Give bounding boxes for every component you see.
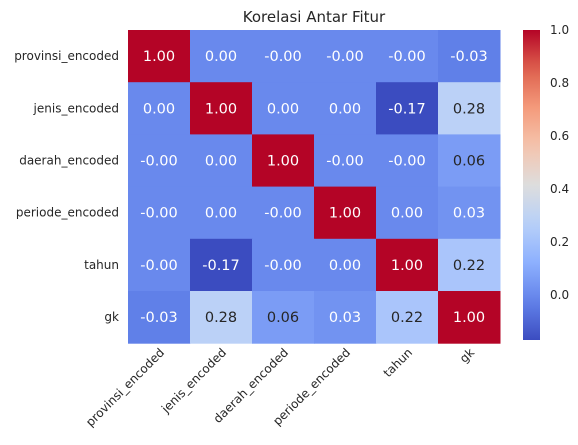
cell-value-label: -0.03 bbox=[450, 49, 488, 65]
heatmap-cell bbox=[252, 82, 315, 135]
heatmap-cell bbox=[314, 291, 377, 344]
column-tick-label: provinsi_encoded bbox=[83, 345, 167, 429]
heatmap-cell bbox=[438, 30, 501, 83]
cell-value-label: 0.00 bbox=[329, 101, 361, 117]
cell-value-label: 1.00 bbox=[143, 49, 175, 65]
heatmap-cell bbox=[190, 30, 253, 83]
heatmap-cell bbox=[190, 291, 253, 344]
colorbar bbox=[523, 30, 540, 340]
heatmap-cell bbox=[438, 186, 501, 240]
cell-value-label: -0.17 bbox=[202, 258, 240, 274]
cell-value-label: 0.00 bbox=[205, 206, 237, 222]
colorbar-tick-label: 0.6 bbox=[550, 129, 569, 143]
heatmap-cell bbox=[128, 30, 191, 83]
heatmap-cell bbox=[376, 291, 439, 344]
heatmap-cell bbox=[376, 134, 439, 188]
cell-value-label: 0.03 bbox=[453, 206, 485, 222]
cell-value-label: 0.22 bbox=[453, 258, 485, 274]
row-tick-label: tahun bbox=[84, 258, 119, 272]
row-tick-label: daerah_encoded bbox=[19, 154, 119, 168]
heatmap-cell bbox=[376, 186, 439, 240]
heatmap-cell bbox=[252, 30, 315, 83]
cell-value-label: 1.00 bbox=[391, 258, 423, 274]
heatmap-cell bbox=[438, 238, 501, 292]
heatmap-cell bbox=[190, 238, 253, 292]
cell-value-label: -0.00 bbox=[326, 49, 364, 65]
row-tick-label: periode_encoded bbox=[16, 206, 119, 220]
heatmap-cell bbox=[376, 82, 439, 135]
heatmap-cell bbox=[376, 30, 439, 83]
heatmap-cell bbox=[190, 134, 253, 188]
heatmap-cell bbox=[128, 82, 191, 135]
heatmap-cell bbox=[314, 30, 377, 83]
heatmap-cell bbox=[252, 186, 315, 240]
colorbar-tick-label: 0.0 bbox=[550, 288, 569, 302]
cell-value-label: 1.00 bbox=[205, 101, 237, 117]
heatmap-cell bbox=[314, 238, 377, 292]
cell-value-label: -0.03 bbox=[140, 310, 178, 326]
heatmap-cell bbox=[252, 238, 315, 292]
cell-value-label: 0.03 bbox=[329, 310, 361, 326]
heatmap-cell bbox=[128, 238, 191, 292]
cell-value-label: 0.28 bbox=[453, 101, 485, 117]
heatmap-cell bbox=[376, 238, 439, 292]
cell-value-label: -0.00 bbox=[326, 154, 364, 170]
cell-value-label: -0.00 bbox=[140, 206, 178, 222]
cell-value-label: 0.00 bbox=[329, 258, 361, 274]
cell-value-label: -0.00 bbox=[264, 49, 302, 65]
column-tick-label: gk bbox=[457, 345, 477, 365]
heatmap-cell bbox=[314, 186, 377, 240]
cell-value-label: 0.28 bbox=[205, 310, 237, 326]
cell-value-label: 0.00 bbox=[205, 154, 237, 170]
chart-title: Korelasi Antar Fitur bbox=[243, 8, 386, 26]
heatmap-cell bbox=[252, 134, 315, 188]
colorbar-tick-label: 1.0 bbox=[550, 23, 569, 37]
cell-value-label: 1.00 bbox=[329, 206, 361, 222]
cell-value-label: -0.00 bbox=[264, 258, 302, 274]
cell-value-label: -0.00 bbox=[264, 206, 302, 222]
heatmap-cell bbox=[438, 82, 501, 135]
row-labels: provinsi_encoded jenis_encoded daerah_enco… bbox=[14, 49, 119, 324]
cell-value-label: -0.00 bbox=[388, 49, 426, 65]
heatmap-cell bbox=[314, 134, 377, 188]
row-tick-label: gk bbox=[104, 310, 119, 324]
heatmap-cell bbox=[128, 134, 191, 188]
cell-value-label: 0.22 bbox=[391, 310, 423, 326]
colorbar-tick-label: 0.8 bbox=[550, 76, 569, 90]
cell-value-label: 0.00 bbox=[267, 101, 299, 117]
row-tick-label: provinsi_encoded bbox=[14, 49, 119, 63]
heatmap-cell bbox=[128, 291, 191, 344]
heatmap-cell bbox=[314, 82, 377, 135]
cell-value-label: 0.00 bbox=[391, 206, 423, 222]
heatmap-cells: 1.00 0.00 -0.00 -0.00 -0.00 -0.03 0.00 1.00 0.00… bbox=[128, 30, 501, 344]
cell-value-label: 1.00 bbox=[453, 310, 485, 326]
cell-value-label: -0.00 bbox=[140, 258, 178, 274]
cell-value-label: 1.00 bbox=[267, 154, 299, 170]
heatmap-cell bbox=[438, 134, 501, 188]
cell-value-label: -0.00 bbox=[140, 154, 178, 170]
cell-value-label: 0.06 bbox=[267, 310, 299, 326]
heatmap-cell bbox=[190, 82, 253, 135]
heatmap-cell bbox=[190, 186, 253, 240]
column-labels: provinsi_encodedjenis_encodeddaerah_enco… bbox=[83, 345, 477, 429]
colorbar-tick-label: 0.4 bbox=[550, 182, 569, 196]
column-tick-label: tahun bbox=[381, 345, 416, 380]
heatmap-cell bbox=[438, 291, 501, 344]
cell-value-label: 0.00 bbox=[143, 101, 175, 117]
colorbar-ticks: 0.0 0.2 0.4 0.6 0.8 1.0 bbox=[550, 23, 569, 302]
heatmap-cell bbox=[252, 291, 315, 344]
heatmap-cell bbox=[128, 186, 191, 240]
cell-value-label: -0.00 bbox=[388, 154, 426, 170]
row-tick-label: jenis_encoded bbox=[33, 101, 119, 115]
cell-value-label: 0.06 bbox=[453, 154, 485, 170]
cell-value-label: -0.17 bbox=[388, 101, 426, 117]
colorbar-tick-label: 0.2 bbox=[550, 235, 569, 249]
cell-value-label: 0.00 bbox=[205, 49, 237, 65]
column-tick-label: jenis_encoded bbox=[158, 345, 229, 416]
